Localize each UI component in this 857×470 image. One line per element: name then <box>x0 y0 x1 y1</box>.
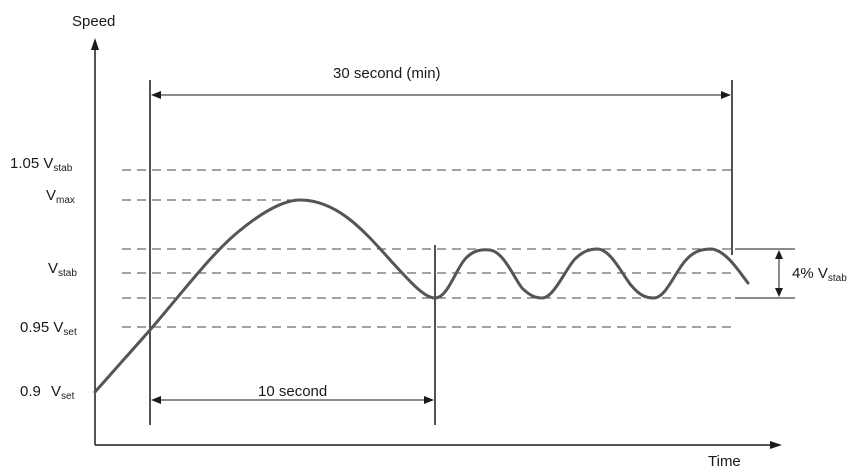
thirty-second-label: 30 second (min) <box>333 65 441 82</box>
band-variable: V <box>817 265 828 282</box>
band-subscript: stab <box>827 273 847 284</box>
vmax-subscript: max <box>56 195 75 206</box>
thirty-second-arrowhead-left <box>151 91 161 99</box>
level-1-05-variable: V <box>43 155 54 172</box>
level-0-9-coefficient: 0.9 <box>20 383 41 400</box>
level-1-05-vstab-label: 1.05 Vstab <box>10 156 72 174</box>
level-0-9-subscript: set <box>61 391 75 402</box>
level-0-9-vset-label: 0.9 Vset <box>20 384 74 402</box>
level-0-9-variable: V <box>51 383 62 400</box>
speed-response-curve <box>93 198 750 394</box>
band-percent: 4% <box>792 265 814 282</box>
vstab-variable: V <box>48 260 59 277</box>
y-axis-label: Speed <box>72 13 116 30</box>
vstab-label: Vstab <box>48 261 77 279</box>
level-1-05-subscript: stab <box>53 163 73 174</box>
vmax-variable: V <box>46 187 57 204</box>
ten-second-label: 10 second <box>258 383 328 400</box>
ten-second-arrowhead-right <box>424 396 434 404</box>
band-arrowhead-top <box>775 250 783 259</box>
level-0-95-variable: V <box>53 319 64 336</box>
x-axis-arrowhead <box>770 441 782 449</box>
vmax-label: Vmax <box>46 188 75 206</box>
level-0-95-subscript: set <box>63 327 77 338</box>
ten-second-arrowhead-left <box>151 396 161 404</box>
thirty-second-arrowhead-right <box>721 91 731 99</box>
band-label: 4% Vstab <box>792 266 847 284</box>
level-1-05-coefficient: 1.05 <box>10 155 40 172</box>
y-axis-arrowhead <box>91 38 99 50</box>
x-axis-label: Time <box>708 453 741 470</box>
vstab-subscript: stab <box>58 268 77 279</box>
band-arrowhead-bottom <box>775 288 783 297</box>
level-0-95-coefficient: 0.95 <box>20 319 50 336</box>
level-0-95-vset-label: 0.95 Vset <box>20 320 77 338</box>
